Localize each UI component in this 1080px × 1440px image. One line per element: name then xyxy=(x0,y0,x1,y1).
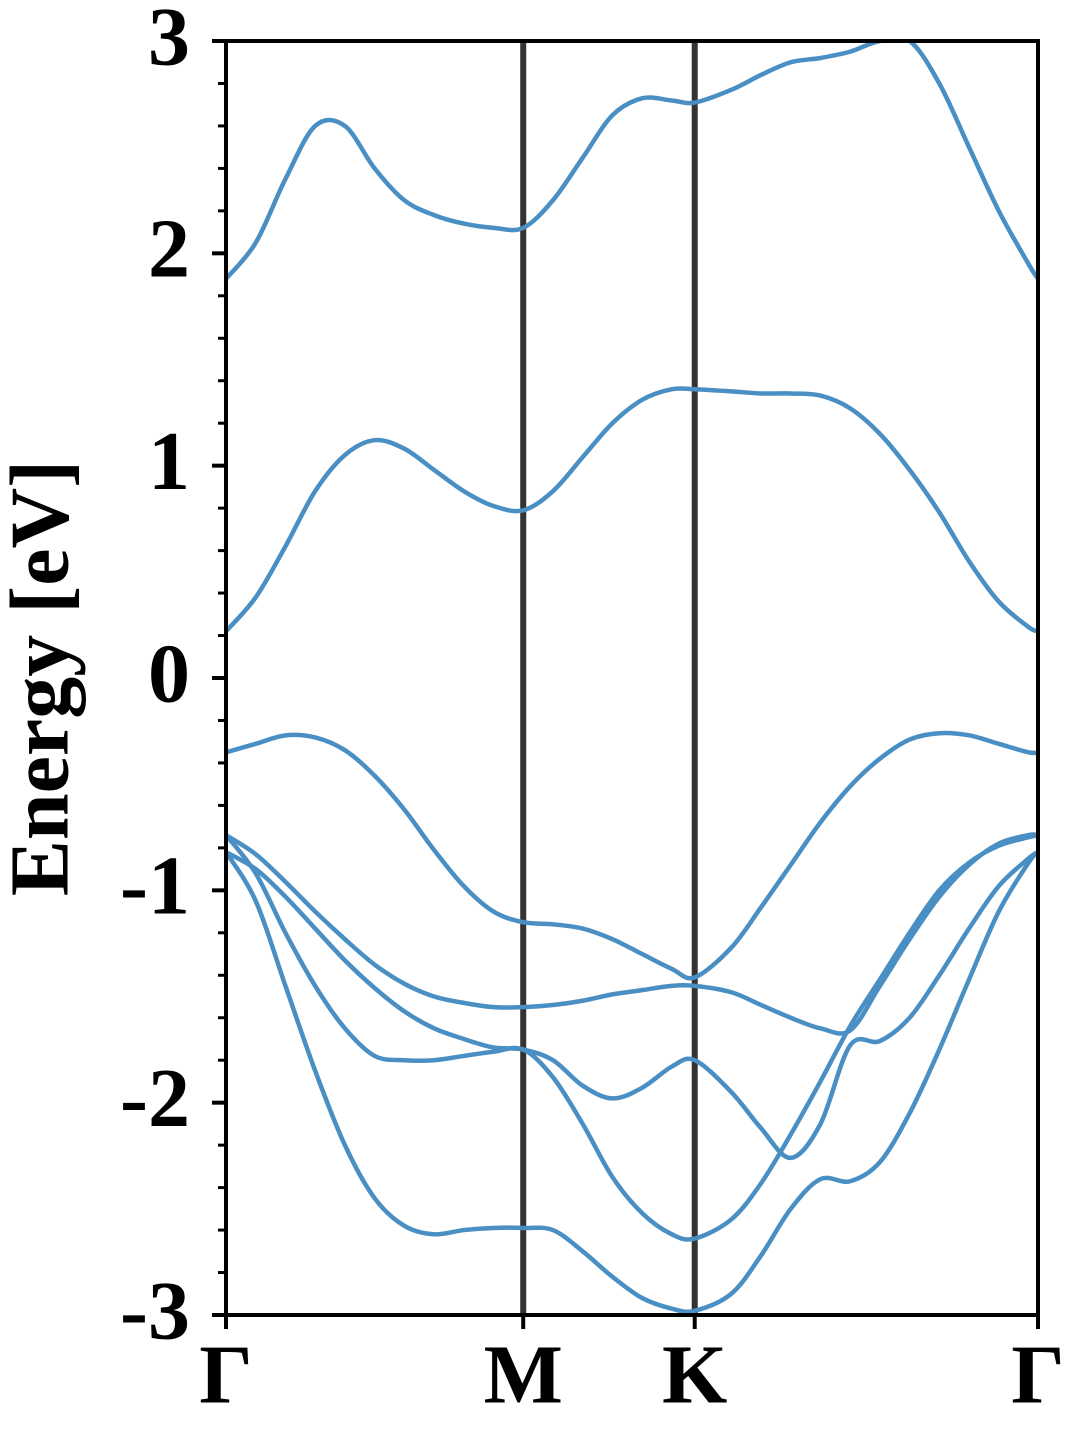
y-tick-label: -1 xyxy=(120,840,190,933)
band-line xyxy=(226,730,1038,981)
x-tick-label: Γ xyxy=(1011,1328,1064,1421)
band-line xyxy=(226,850,1038,1161)
y-tick-label: -3 xyxy=(120,1264,190,1357)
y-tick-label: -2 xyxy=(120,1052,190,1145)
y-tick-label: 3 xyxy=(148,0,190,83)
x-tick-label: Γ xyxy=(199,1328,252,1421)
y-tick-label: 2 xyxy=(148,203,190,296)
x-tick-label: M xyxy=(484,1328,563,1421)
x-tick-label: K xyxy=(662,1328,727,1421)
y-axis-label: Energy [eV] xyxy=(0,460,86,896)
band-line xyxy=(226,850,1038,1315)
band-line xyxy=(226,832,1038,1242)
band-line xyxy=(226,832,1038,1036)
band-line xyxy=(226,39,1038,281)
y-tick-label: 1 xyxy=(148,415,190,508)
y-tick-label: 0 xyxy=(148,627,190,720)
band-line xyxy=(226,386,1038,634)
plot-frame xyxy=(224,39,1040,1317)
